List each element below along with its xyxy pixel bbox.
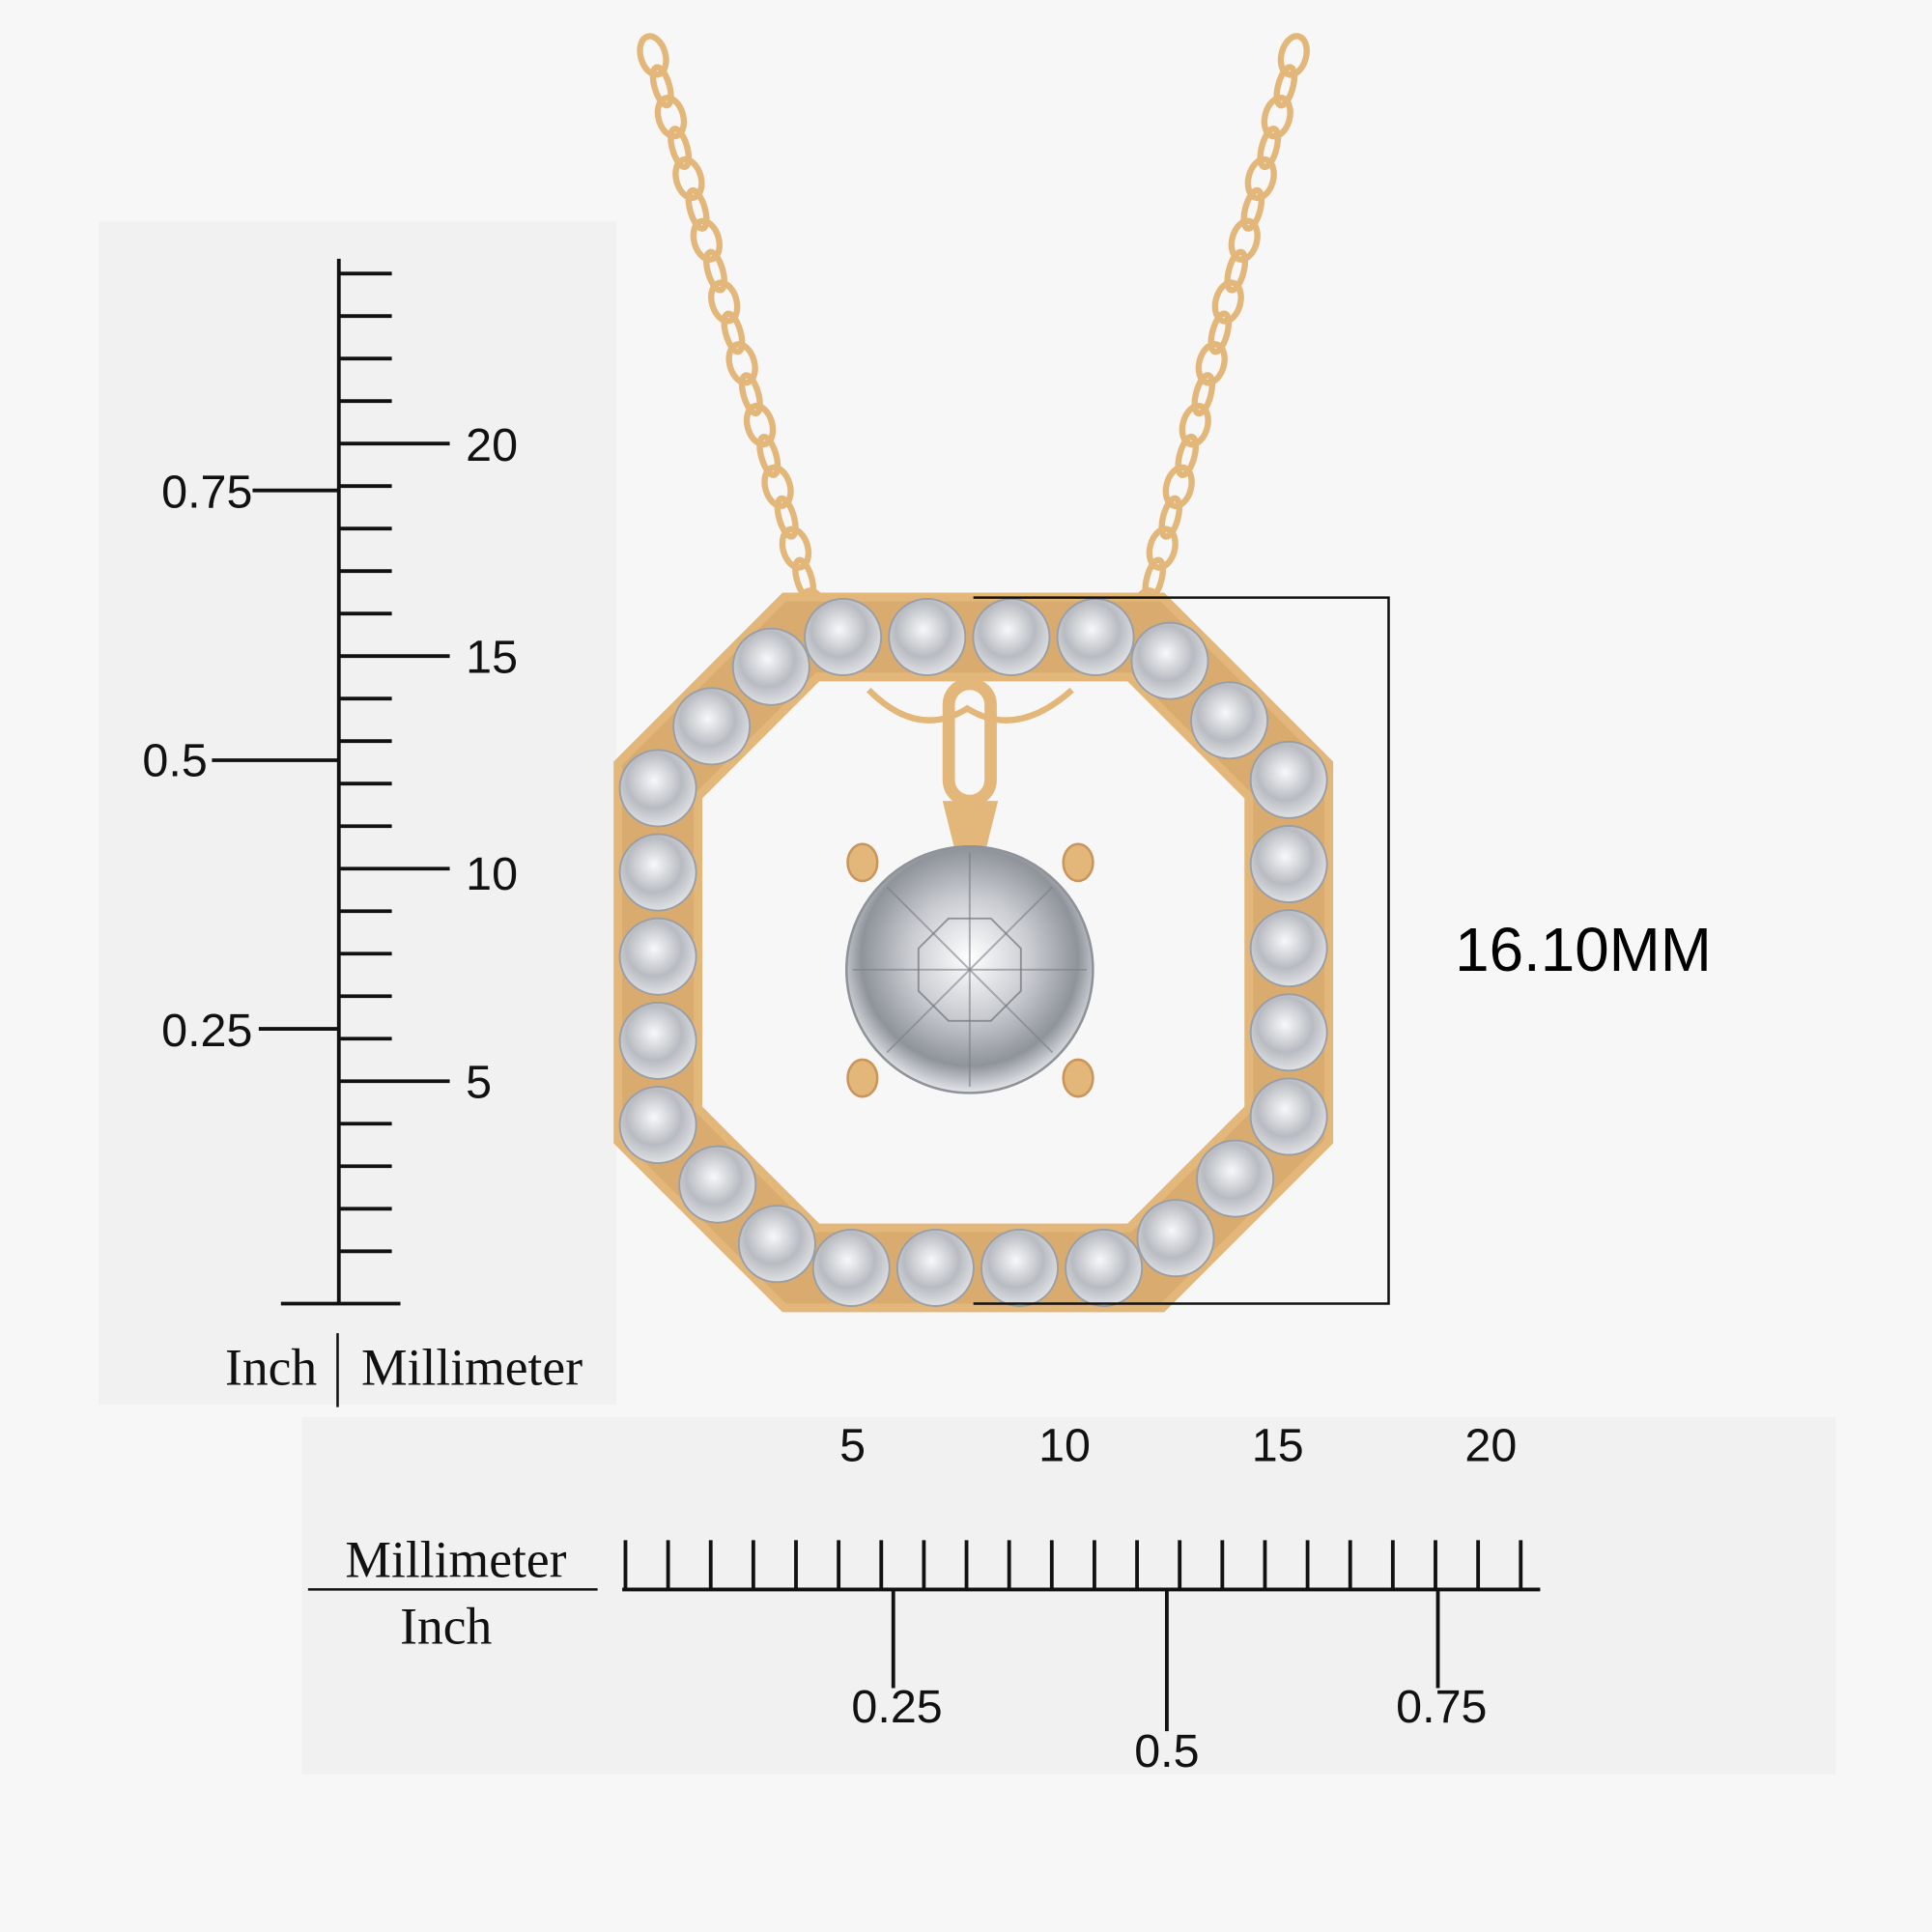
mm-label: 5	[466, 1056, 492, 1108]
mm-label: 10	[466, 848, 518, 900]
pendant	[613, 33, 1334, 1313]
chain-link	[725, 341, 758, 386]
side-stone	[972, 597, 1051, 676]
chain-link	[1257, 126, 1282, 171]
chain-link	[1158, 495, 1182, 540]
chain-link	[668, 126, 693, 170]
chain-link	[1273, 64, 1298, 109]
inch-label: 0.5	[1134, 1725, 1199, 1777]
chain-link	[703, 248, 727, 294]
chain-link	[1277, 33, 1310, 78]
inch-label: 0.75	[1396, 1681, 1487, 1733]
side-stone	[1130, 621, 1209, 700]
facet	[886, 969, 971, 1054]
side-stone	[895, 1229, 975, 1307]
side-stone	[1249, 909, 1328, 988]
mm-label: 15	[1252, 1420, 1304, 1472]
unit-label: Millimeter	[345, 1531, 566, 1589]
chain-link	[1261, 94, 1293, 140]
mm-label: 15	[466, 631, 518, 683]
chain-link	[761, 464, 794, 509]
side-stone	[804, 597, 883, 676]
dimension-bracket	[973, 596, 1390, 1305]
side-stone	[737, 1205, 816, 1284]
prong	[846, 1058, 879, 1098]
side-stone	[618, 917, 697, 996]
chain-link	[672, 156, 705, 202]
inner-chain	[866, 687, 1074, 724]
unit-label: Inch	[400, 1598, 492, 1656]
chain-link	[1146, 526, 1179, 571]
side-stone	[678, 1145, 757, 1224]
chain-link	[1191, 372, 1216, 417]
side-stone	[1056, 597, 1135, 676]
side-stone	[888, 597, 967, 676]
chain-link	[743, 402, 777, 448]
setting	[942, 801, 999, 851]
side-stone	[618, 749, 697, 828]
chain-link	[637, 33, 669, 78]
prong	[1062, 842, 1094, 883]
chain-link	[1244, 156, 1277, 202]
inch-label: 0.75	[161, 467, 252, 519]
chain-link	[779, 526, 812, 571]
side-stone	[1190, 681, 1269, 760]
side-stone	[618, 1001, 697, 1080]
chain-link	[654, 95, 688, 140]
chain-link	[1240, 186, 1265, 232]
side-stone	[1249, 825, 1328, 904]
chain-link	[1211, 279, 1244, 325]
side-stone	[980, 1229, 1060, 1307]
facet	[886, 886, 971, 971]
chain-link	[649, 64, 674, 109]
unit-label: Millimeter	[361, 1339, 582, 1397]
mm-label: 20	[1464, 1420, 1517, 1472]
facet	[969, 969, 1054, 1054]
table-facet	[917, 917, 1022, 1022]
mm-label: 5	[839, 1420, 866, 1472]
side-stone	[1249, 1077, 1328, 1156]
chain-link	[756, 434, 781, 478]
chain-link	[1228, 217, 1261, 263]
prong	[846, 842, 879, 883]
chain-link	[1195, 341, 1228, 386]
inch-label: 0.25	[851, 1681, 942, 1733]
facet	[969, 886, 1054, 971]
chain-link	[685, 186, 710, 232]
chain-link	[738, 372, 763, 417]
dimension-label: 16.10MM	[1455, 915, 1712, 984]
side-stone	[1249, 993, 1328, 1072]
side-stone	[1065, 1229, 1144, 1307]
side-stone	[618, 833, 697, 912]
horizontal-ruler: 0.25 0.5 0.75 5 10 15 20 Millimeter Inch	[307, 1420, 1541, 1777]
ruler-panel	[301, 1416, 1836, 1775]
side-stone	[1249, 740, 1328, 819]
side-stone	[731, 627, 810, 706]
chain-link	[1208, 310, 1233, 355]
chain-link	[721, 310, 746, 355]
chain-link	[1179, 402, 1211, 448]
side-stone	[1136, 1199, 1215, 1278]
mm-label: 10	[1038, 1420, 1091, 1472]
chain-link	[1162, 464, 1195, 510]
chain-link	[774, 495, 799, 540]
side-stone	[672, 687, 752, 766]
side-stone	[618, 1086, 697, 1165]
vertical-ruler: 0.75 0.5 0.25 20 15 10 5 Inch Millimeter	[142, 258, 582, 1407]
inch-label: 0.25	[161, 1005, 252, 1057]
mm-label: 20	[466, 419, 518, 471]
chain-link	[1224, 248, 1249, 294]
chain-link	[690, 217, 723, 263]
chain-link	[1175, 433, 1200, 478]
chain-link	[708, 279, 741, 325]
unit-label: Inch	[225, 1339, 317, 1397]
side-stone	[1196, 1139, 1275, 1218]
side-stone	[811, 1229, 891, 1307]
inch-label: 0.5	[142, 735, 207, 787]
prong	[1062, 1058, 1094, 1098]
